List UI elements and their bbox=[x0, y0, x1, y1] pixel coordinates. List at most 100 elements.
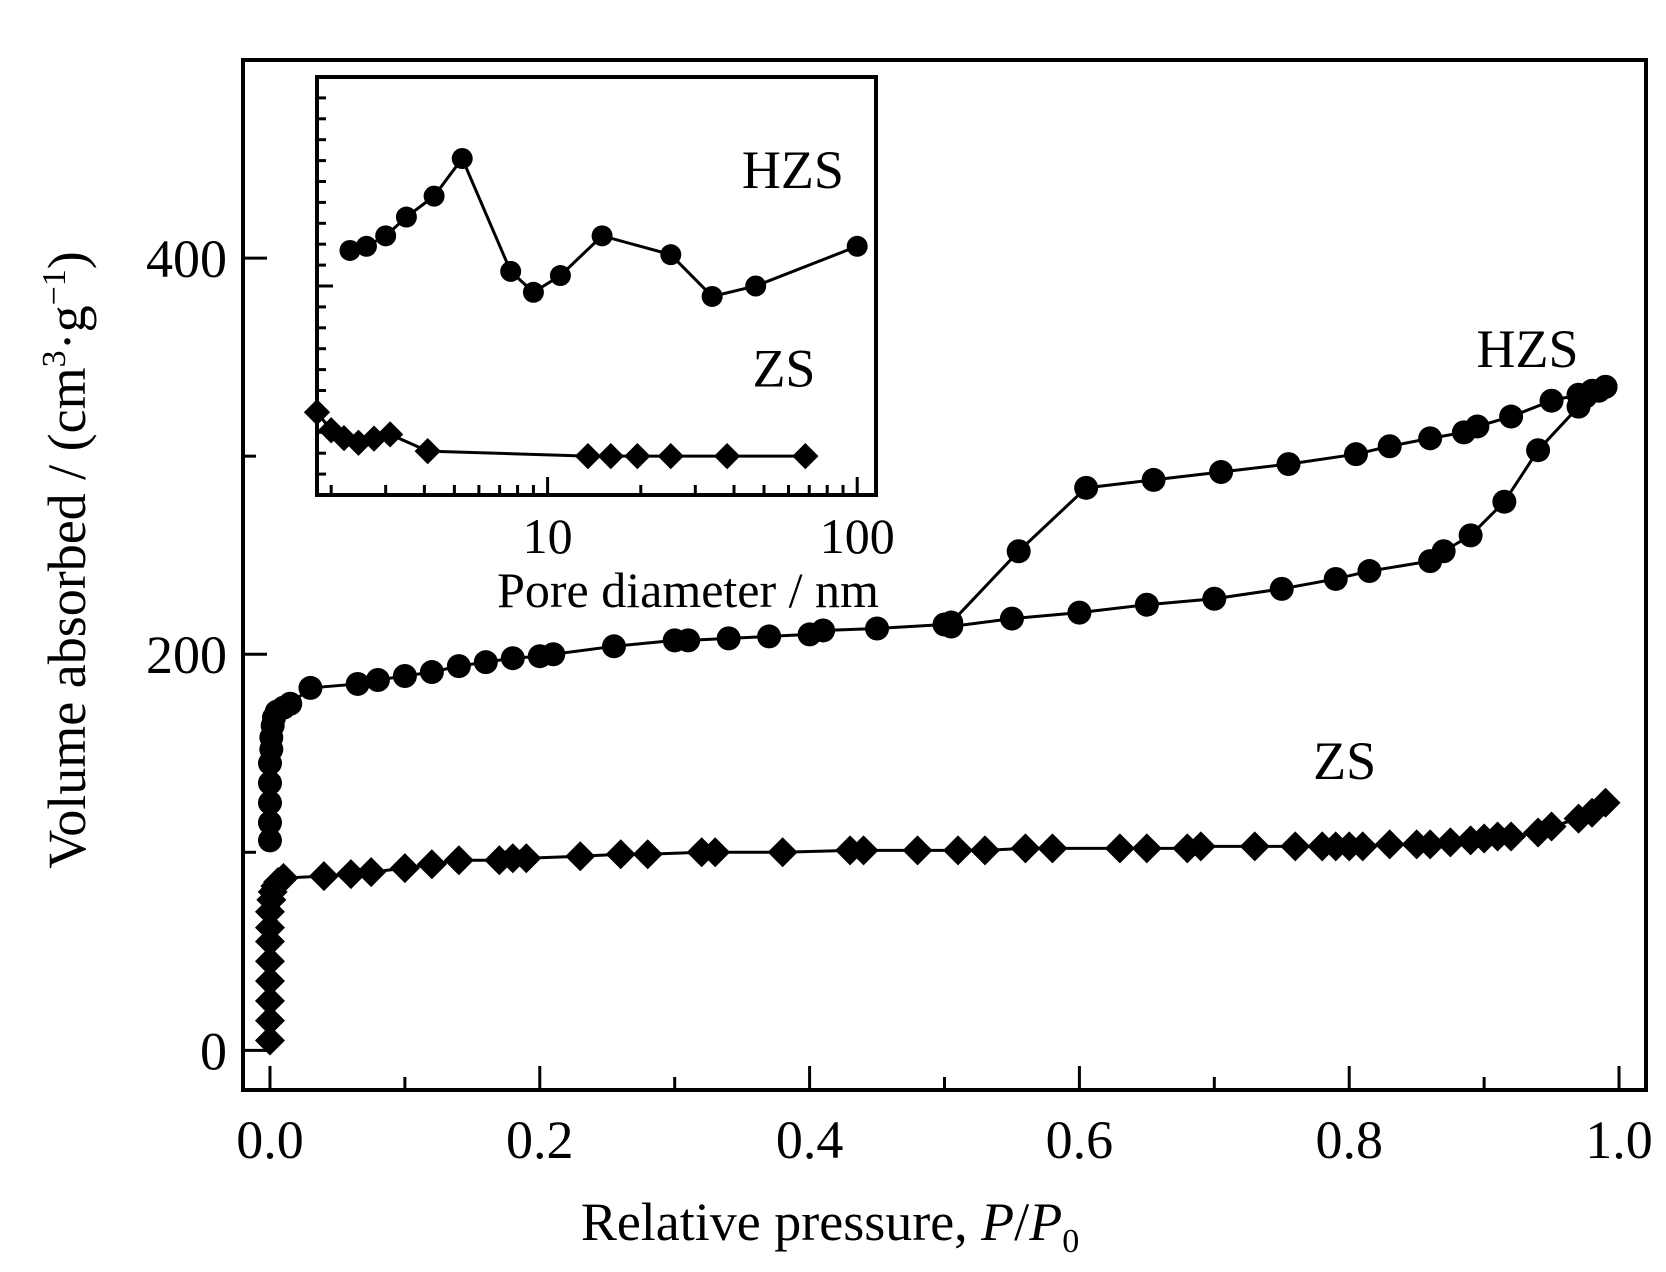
inset-zs-point bbox=[624, 443, 651, 470]
hzs-point bbox=[1451, 420, 1476, 445]
inset-zs-point bbox=[597, 443, 624, 470]
y-tick-label: 200 bbox=[146, 625, 227, 685]
inset-zs-point bbox=[414, 437, 441, 465]
inset-series-group bbox=[303, 148, 868, 470]
hzs-point bbox=[676, 628, 701, 653]
main-plot: 0.0 0.2 0.4 0.6 0.8 1.0 0 200 400 HZS ZS Relative… bbox=[36, 58, 1653, 1260]
hzs-point bbox=[1269, 576, 1294, 601]
hzs-point bbox=[716, 626, 741, 651]
zs-point bbox=[848, 835, 879, 866]
inset-x-axis-title: Pore diameter / nm bbox=[497, 562, 879, 618]
inset-hzs-point bbox=[395, 206, 417, 228]
inset-hzs-point bbox=[375, 225, 397, 247]
y-axis-title-end: ) bbox=[37, 251, 97, 269]
x-axis-title-slash: / bbox=[1014, 1192, 1029, 1252]
zs-point bbox=[268, 863, 299, 894]
inset-hzs-point bbox=[355, 235, 377, 257]
zs-point bbox=[1010, 833, 1041, 864]
hzs-point bbox=[1141, 467, 1166, 492]
hzs-point bbox=[1006, 539, 1031, 564]
hzs-point bbox=[1418, 426, 1443, 451]
inset-zs-point bbox=[376, 421, 404, 448]
hzs-point bbox=[1067, 600, 1092, 625]
inset-zs-point bbox=[657, 443, 684, 470]
zs-point bbox=[605, 839, 636, 870]
inset-zs-point bbox=[792, 443, 819, 470]
zs-point bbox=[565, 841, 596, 872]
hzs-point bbox=[1276, 452, 1301, 477]
hzs-series-label: HZS bbox=[1477, 319, 1579, 379]
hzs-point bbox=[939, 610, 964, 635]
y-tick-label: 400 bbox=[146, 229, 227, 289]
hzs-point bbox=[541, 642, 566, 667]
hzs-point bbox=[999, 606, 1024, 631]
hzs-point bbox=[298, 675, 323, 700]
zs-point bbox=[308, 861, 339, 892]
zs-point bbox=[902, 835, 933, 866]
inset-hzs-point bbox=[701, 285, 723, 307]
zs-point bbox=[335, 859, 366, 890]
hzs-point bbox=[1323, 566, 1348, 591]
hzs-point bbox=[1458, 523, 1483, 548]
inset-zs-point bbox=[713, 443, 741, 470]
hzs-point bbox=[446, 654, 471, 679]
hzs-point bbox=[1343, 442, 1368, 467]
zs-point bbox=[1185, 831, 1216, 862]
zs-point bbox=[511, 843, 542, 874]
x-tick-label: 0.8 bbox=[1315, 1110, 1383, 1170]
hzs-point bbox=[257, 828, 282, 853]
inset-hzs-point bbox=[423, 185, 445, 207]
hzs-point bbox=[1209, 460, 1234, 484]
y-tick-label: 0 bbox=[200, 1021, 227, 1081]
hzs-point bbox=[365, 667, 390, 692]
inset-hzs-point bbox=[745, 275, 767, 297]
hzs-point bbox=[473, 650, 498, 675]
zs-point bbox=[254, 946, 285, 977]
inset-x-tick-label: 100 bbox=[820, 508, 895, 564]
zs-point bbox=[1415, 829, 1446, 860]
x-axis-title: Relative pressure, P/P0 bbox=[581, 1192, 1079, 1260]
zs-point bbox=[443, 845, 474, 876]
hzs-point bbox=[1539, 388, 1564, 413]
zs-point bbox=[1435, 827, 1466, 858]
inset-hzs-point bbox=[339, 239, 361, 261]
hzs-point bbox=[257, 770, 282, 795]
zs-point bbox=[1536, 811, 1567, 842]
zs-point bbox=[356, 857, 387, 888]
hzs-point bbox=[1074, 475, 1099, 500]
hzs-point bbox=[1377, 434, 1402, 459]
zs-point bbox=[254, 966, 285, 997]
hzs-line bbox=[950, 385, 1606, 624]
main-series-labels: HZS ZS bbox=[1313, 319, 1578, 791]
zs-point bbox=[254, 1025, 285, 1056]
inset-hzs-point bbox=[549, 265, 571, 287]
inset-zs-point bbox=[303, 399, 331, 426]
x-tick-label: 0.4 bbox=[776, 1110, 844, 1170]
hzs-point bbox=[1202, 586, 1227, 611]
hzs-point bbox=[757, 624, 782, 649]
zs-point bbox=[1131, 833, 1162, 864]
hzs-point bbox=[257, 810, 282, 835]
hzs-point bbox=[1357, 559, 1382, 584]
main-axis-ticks: 0.0 0.2 0.4 0.6 0.8 1.0 0 200 400 bbox=[146, 229, 1653, 1170]
zs-point bbox=[632, 839, 663, 870]
zs-point bbox=[767, 837, 798, 868]
zs-point bbox=[254, 1005, 285, 1036]
x-tick-label: 0.6 bbox=[1046, 1110, 1114, 1170]
zs-point bbox=[1347, 831, 1378, 862]
zs-point bbox=[1374, 829, 1405, 860]
x-axis-title-italic-p0: P bbox=[1028, 1192, 1062, 1252]
zs-point bbox=[1590, 787, 1621, 818]
zs-point bbox=[1037, 833, 1068, 864]
zs-point bbox=[254, 912, 285, 943]
inset-hzs-point bbox=[451, 148, 473, 170]
inset-axis-ticks: 10 100 bbox=[317, 75, 895, 564]
zs-point bbox=[969, 835, 1000, 866]
y-axis-title-text: Volume absorbed / (cm bbox=[37, 367, 97, 868]
hzs-point bbox=[500, 646, 525, 671]
inset-hzs-point bbox=[591, 225, 613, 247]
hzs-point bbox=[1134, 592, 1159, 617]
y-axis-title-mid: ·g bbox=[37, 305, 97, 350]
inset-hzs-series-label: HZS bbox=[742, 140, 844, 200]
